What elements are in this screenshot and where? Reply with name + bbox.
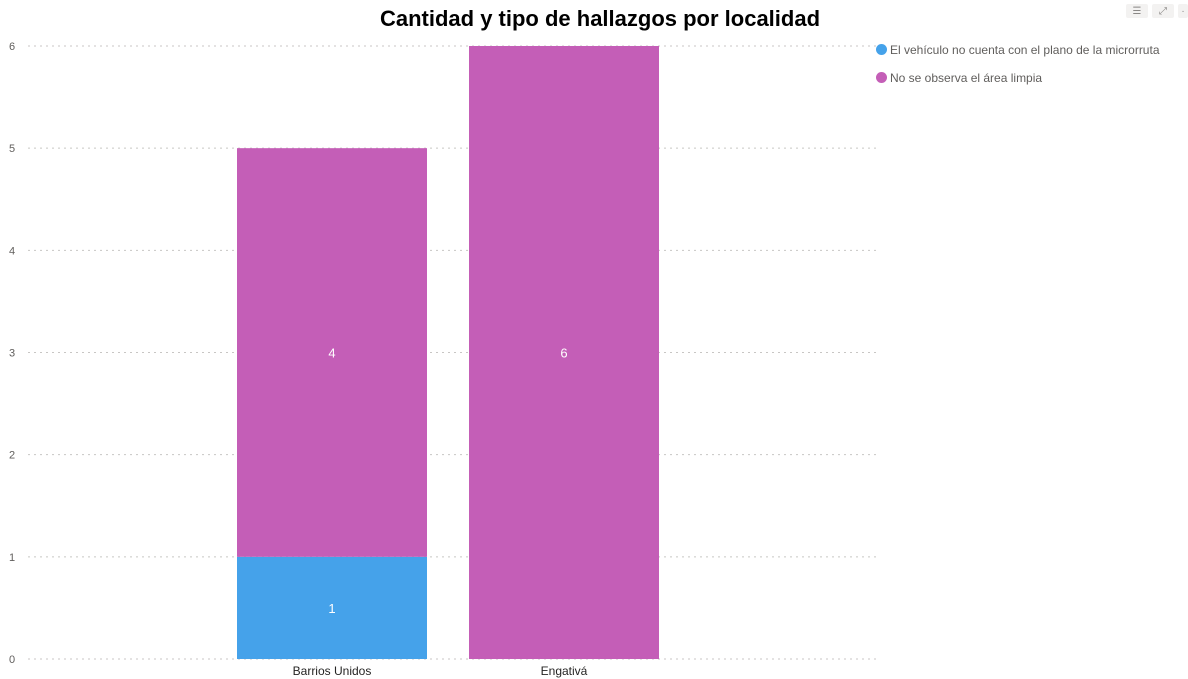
y-tick-label: 3 bbox=[9, 348, 15, 360]
legend: El vehículo no cuenta con el plano de la… bbox=[876, 41, 1160, 97]
y-tick-label: 6 bbox=[9, 41, 15, 53]
legend-label: El vehículo no cuenta con el plano de la… bbox=[890, 42, 1160, 57]
data-label: 4 bbox=[328, 346, 335, 361]
data-label: 6 bbox=[560, 346, 567, 361]
legend-label: No se observa el área limpia bbox=[890, 70, 1043, 85]
visual-toolbar: ☰ ⤢ · bbox=[1126, 4, 1188, 18]
bar-segment[interactable] bbox=[237, 556, 427, 659]
more-options-icon[interactable]: · bbox=[1178, 4, 1188, 18]
x-tick-label: Engativá bbox=[541, 664, 588, 678]
legend-item[interactable]: No se observa el área limpia bbox=[876, 69, 1160, 86]
y-tick-label: 2 bbox=[9, 450, 15, 462]
filter-icon[interactable]: ☰ bbox=[1126, 4, 1148, 18]
focus-mode-icon[interactable]: ⤢ bbox=[1152, 4, 1174, 18]
x-tick-label: Barrios Unidos bbox=[293, 664, 372, 678]
y-tick-label: 1 bbox=[9, 552, 15, 564]
legend-marker bbox=[876, 44, 887, 55]
legend-item[interactable]: El vehículo no cuenta con el plano de la… bbox=[876, 41, 1160, 58]
y-tick-label: 0 bbox=[9, 654, 15, 666]
y-tick-label: 5 bbox=[9, 143, 15, 155]
chart-title: Cantidad y tipo de hallazgos por localid… bbox=[379, 6, 821, 31]
y-tick-label: 4 bbox=[9, 245, 15, 257]
legend-marker bbox=[876, 72, 887, 83]
bar-segment[interactable] bbox=[237, 148, 427, 557]
data-label: 1 bbox=[328, 601, 335, 616]
bar-segment[interactable] bbox=[469, 46, 659, 659]
